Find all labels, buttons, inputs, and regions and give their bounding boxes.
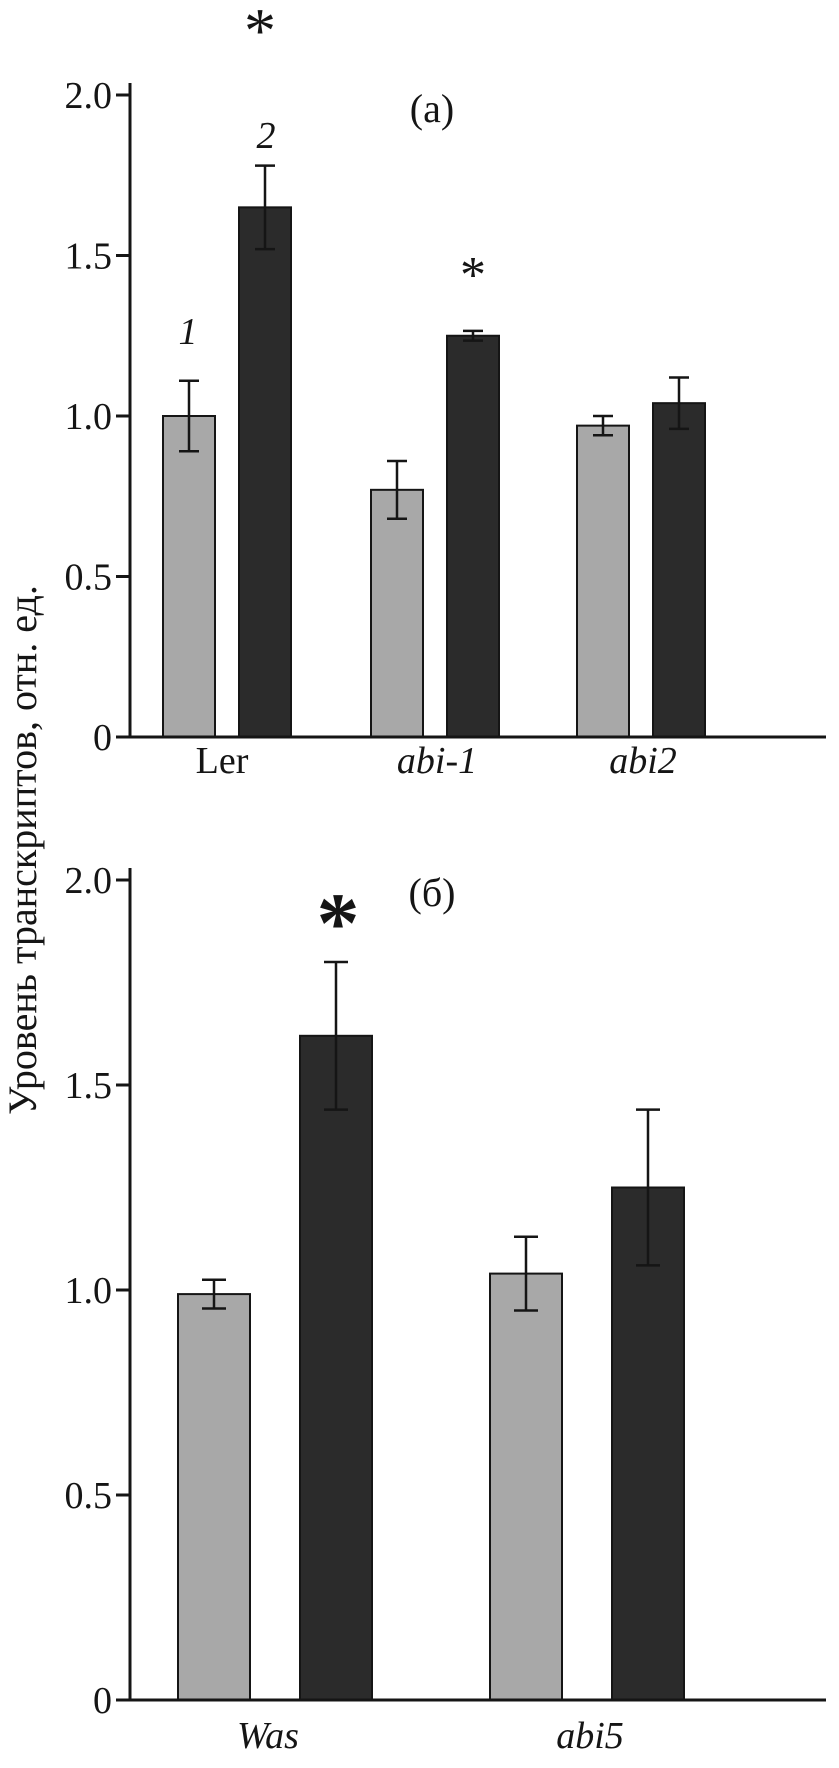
category-label-was: Was <box>237 1715 299 1757</box>
y-tick-label: 1.5 <box>65 236 113 278</box>
category-label-abi-1: abi-1 <box>397 740 477 782</box>
bar-series1-abi-1 <box>370 488 424 738</box>
y-tick-label: 0 <box>93 1680 112 1722</box>
y-tick-label: 1.5 <box>65 1065 113 1107</box>
panel-b-label: (б) <box>409 870 456 915</box>
panel-a-label: (а) <box>410 86 454 131</box>
bar-series1-Was <box>177 1293 251 1701</box>
category-label-abi5: abi5 <box>556 1715 624 1757</box>
panel-a-plot: 0 0.5 1.0 1.5 2.0 <box>65 75 826 759</box>
y-tick-label: 0.5 <box>65 557 113 599</box>
category-label-ler: Ler <box>196 740 249 782</box>
category-label-abi2: abi2 <box>609 740 677 782</box>
significance-asterisk-was: * <box>317 875 360 971</box>
bar-number-label-2: 2 <box>257 115 276 157</box>
bar-series1-abi5 <box>489 1272 563 1701</box>
y-tick-label: 2.0 <box>65 75 113 117</box>
panel-b-plot: 0 0.5 1.0 1.5 2.0 <box>65 860 826 1722</box>
y-tick-label: 2.0 <box>65 860 113 902</box>
bar-series2-Ler <box>238 206 292 739</box>
significance-asterisk-ler: * <box>244 0 276 66</box>
bar-number-label-1: 1 <box>179 311 198 353</box>
y-tick-label: 0.5 <box>65 1475 113 1517</box>
y-tick-label: 0 <box>93 717 112 759</box>
significance-asterisk-abi1: * <box>460 247 486 304</box>
y-tick-label: 1.0 <box>65 396 113 438</box>
bar-series1-abi2 <box>576 424 630 738</box>
bar-series2-abi2 <box>652 402 706 738</box>
y-tick-label: 1.0 <box>65 1270 113 1312</box>
bar-series2-abi-1 <box>446 334 500 738</box>
bar-series1-Ler <box>162 415 216 738</box>
bar-series2-Was <box>299 1034 373 1702</box>
y-axis-label: Уровень транскриптов, отн. ед. <box>0 585 45 1115</box>
